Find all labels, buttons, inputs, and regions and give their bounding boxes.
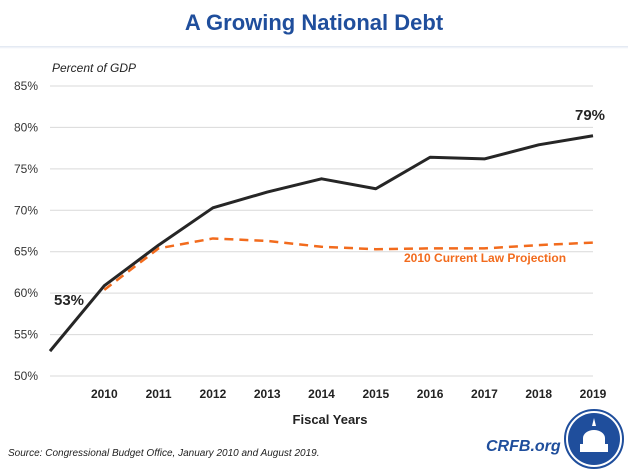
x-axis-label: Fiscal Years xyxy=(293,412,368,427)
y-tick-label: 85% xyxy=(14,79,38,93)
projection-line xyxy=(103,237,594,291)
y-axis-label: Percent of GDP xyxy=(52,61,136,75)
site-link[interactable]: CRFB.org xyxy=(486,438,561,455)
x-tick-label: 2011 xyxy=(146,387,172,401)
y-tick-label: 60% xyxy=(14,286,38,300)
y-tick-label: 70% xyxy=(14,203,38,217)
y-tick-label: 55% xyxy=(14,328,38,342)
x-tick-label: 2014 xyxy=(308,387,335,401)
x-tick-label: 2017 xyxy=(471,387,498,401)
x-tick-label: 2015 xyxy=(362,387,389,401)
x-tick-label: 2010 xyxy=(91,387,118,401)
x-tick-label: 2012 xyxy=(200,387,227,401)
y-tick-label: 50% xyxy=(14,369,38,383)
y-tick-label: 75% xyxy=(14,162,38,176)
x-tick-label: 2016 xyxy=(417,387,444,401)
y-tick-label: 80% xyxy=(14,120,38,134)
x-tick-label: 2018 xyxy=(525,387,552,401)
source-note: Source: Congressional Budget Office, Jan… xyxy=(8,448,320,459)
x-tick-label: 2019 xyxy=(580,387,607,401)
projection-legend-label: 2010 Current Law Projection xyxy=(404,251,566,265)
chart-title: A Growing National Debt xyxy=(184,10,444,35)
y-tick-label: 65% xyxy=(14,245,38,259)
crfb-logo xyxy=(564,409,624,469)
start-annotation: 53% xyxy=(54,292,84,309)
x-tick-label: 2013 xyxy=(254,387,281,401)
end-annotation: 79% xyxy=(575,107,605,124)
header-divider xyxy=(0,46,628,49)
debt-line xyxy=(48,134,594,353)
